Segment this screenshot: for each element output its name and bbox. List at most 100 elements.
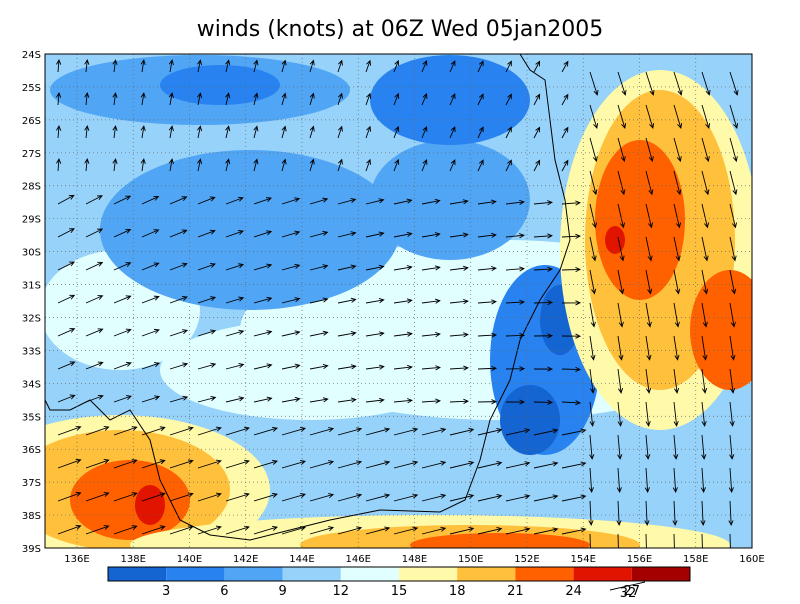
coastline — [45, 54, 571, 541]
wind-arrow — [365, 427, 391, 436]
wind-arrow — [141, 295, 160, 304]
wind-arrow — [728, 467, 734, 493]
wind-arrow — [253, 125, 259, 139]
wind-arrow — [645, 203, 653, 229]
wind-arrow — [281, 263, 301, 271]
wind-arrow — [281, 460, 307, 469]
colorbar-swatch — [399, 567, 458, 581]
wind-arrow — [505, 494, 531, 502]
wind-arrow — [617, 137, 626, 163]
wind-arrow — [85, 195, 103, 205]
wind-arrow — [449, 365, 469, 371]
wind-arrow — [197, 362, 217, 370]
wind-arrow — [309, 427, 335, 436]
wind-arrow — [309, 363, 329, 370]
wind-arrow — [56, 158, 62, 172]
wind-arrow — [449, 93, 456, 106]
wind-arrow — [225, 125, 231, 139]
wind-arrow — [561, 267, 582, 273]
colorbar-label: 27 — [624, 584, 641, 599]
wind-arrow — [168, 92, 174, 106]
lon-label: 146E — [346, 554, 371, 565]
wind-arrow — [561, 461, 587, 469]
wind-arrow — [169, 295, 188, 304]
wind-arrow — [393, 398, 413, 404]
wind-arrow — [449, 332, 469, 338]
wind-arrow — [477, 527, 503, 535]
wind-arrow — [337, 460, 363, 469]
wind-arrow — [113, 459, 138, 469]
lat-label: 31S — [22, 281, 41, 292]
wind-arrow — [561, 333, 582, 339]
wind-arrow — [140, 125, 146, 139]
wind-arrow — [421, 125, 428, 139]
wind-arrow — [365, 198, 385, 205]
wind-arrow — [421, 493, 447, 502]
wind-arrow — [617, 203, 625, 229]
wind-arrow — [113, 262, 132, 271]
wind-arrow — [197, 492, 222, 502]
lat-label: 32S — [22, 313, 41, 324]
reference-arrow — [609, 581, 646, 591]
wind-arrow — [84, 59, 90, 73]
wind-arrow — [57, 361, 76, 370]
wind-arrow — [393, 231, 413, 238]
lon-label: 144E — [289, 554, 314, 565]
wind-arrow — [57, 458, 82, 469]
lat-label: 26S — [22, 116, 41, 127]
wind-arrow — [309, 158, 315, 172]
wind-arrow — [673, 269, 681, 295]
wind-arrow — [477, 332, 497, 338]
wind-arrow — [225, 426, 250, 436]
colorbar: 3 6 9 12 15 18 21 24 27 — [107, 566, 691, 599]
wind-arrow — [113, 295, 132, 304]
wind-arrow — [281, 230, 301, 238]
lat-label: 33S — [22, 346, 41, 357]
colorbar-swatch — [457, 567, 516, 581]
wind-arrow — [113, 525, 138, 535]
wind-arrow — [253, 492, 278, 502]
wind-arrow — [337, 231, 357, 238]
wind-arrow — [337, 364, 357, 370]
wind-arrow — [85, 295, 104, 304]
wind-arrow — [225, 263, 245, 271]
wind-arrow — [393, 158, 400, 172]
wind-arrow — [477, 461, 503, 469]
wind-arrow — [672, 467, 678, 493]
wind-arrow — [449, 60, 456, 73]
wind-arrow — [588, 500, 594, 527]
wind-arrow — [421, 398, 441, 404]
lon-label: 142E — [233, 554, 258, 565]
lat-label: 37S — [22, 478, 41, 489]
wind-arrow — [168, 158, 174, 172]
wind-arrow — [673, 335, 680, 361]
wind-arrow — [169, 395, 189, 403]
wind-arrow — [281, 493, 307, 502]
wind-arrow — [645, 137, 654, 163]
wind-arrow — [673, 203, 681, 229]
wind-arrow — [673, 434, 679, 460]
wind-arrow — [561, 93, 569, 106]
wind-arrow — [197, 263, 216, 271]
wind-arrow — [561, 300, 582, 306]
wind-arrow — [589, 302, 596, 328]
wind-arrow — [85, 492, 110, 502]
wind-arrow — [169, 196, 188, 205]
wind-arrow — [225, 363, 245, 370]
wind-arrow — [645, 269, 653, 295]
wind-arrow — [701, 335, 708, 361]
wind-arrow — [113, 328, 132, 337]
wind-arrow — [309, 230, 329, 238]
wind-arrow — [421, 265, 441, 271]
lon-label: 152E — [514, 554, 539, 565]
wind-arrow — [644, 467, 650, 493]
wind-arrow — [337, 125, 343, 139]
colorbar-swatch — [631, 567, 690, 581]
wind-arrow — [197, 459, 222, 469]
wind-arrow — [169, 362, 189, 370]
wind-arrow — [253, 396, 273, 403]
lat-label: 38S — [22, 511, 41, 522]
lon-label: 138E — [121, 554, 146, 565]
wind-arrow — [281, 396, 301, 403]
